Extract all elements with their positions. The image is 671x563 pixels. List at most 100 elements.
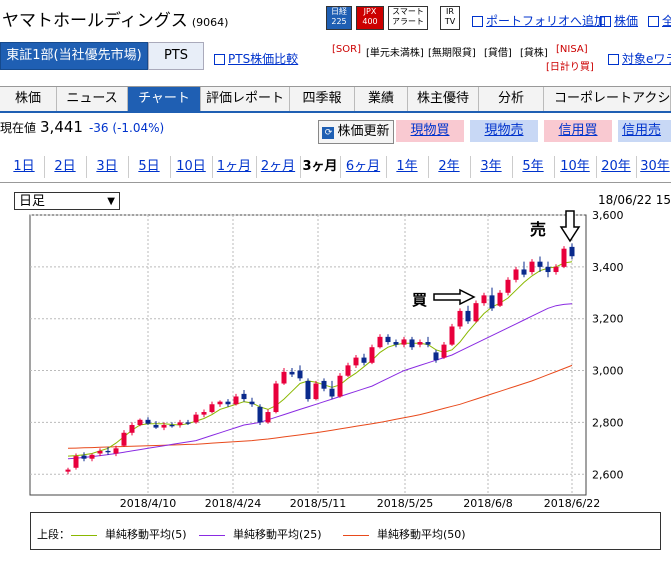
- tab-chart[interactable]: チャート: [128, 87, 201, 111]
- price-link[interactable]: 株価: [600, 12, 638, 29]
- interval-select[interactable]: 日足 ▼: [14, 192, 120, 210]
- period-tab-10[interactable]: 2年: [428, 156, 471, 178]
- candle-body: [265, 412, 271, 423]
- warrant-icon: [608, 54, 619, 65]
- period-tab-0[interactable]: 1日: [4, 156, 45, 178]
- candle-body: [233, 396, 239, 405]
- period-tab-4[interactable]: 10日: [170, 156, 213, 178]
- candle-body: [201, 412, 207, 415]
- x-tick-label: 2018/4/10: [120, 497, 176, 510]
- period-tab-15[interactable]: 30年: [636, 156, 671, 178]
- candle-body: [289, 371, 295, 375]
- ir-tv-badge[interactable]: IR TV: [440, 6, 460, 30]
- candle-body: [521, 269, 527, 275]
- chevron-down-icon: ▼: [107, 196, 115, 207]
- tag-nisa: [NISA]: [556, 44, 588, 55]
- y-tick-label: 3,600: [592, 209, 624, 222]
- candle-body: [89, 454, 95, 459]
- x-tick-label: 2018/5/11: [290, 497, 346, 510]
- add-portfolio-link[interactable]: ポートフォリオへ追加: [472, 12, 606, 29]
- candle-body: [225, 401, 231, 405]
- period-tab-11[interactable]: 3年: [470, 156, 513, 178]
- company-name: ヤマトホールディングス: [2, 11, 188, 31]
- period-tab-13[interactable]: 10年: [554, 156, 597, 178]
- candle-body: [353, 357, 359, 366]
- period-tab-2[interactable]: 3日: [86, 156, 129, 178]
- candle-body: [217, 401, 223, 405]
- candle-body: [281, 371, 287, 384]
- jpx400-badge[interactable]: JPX 400: [356, 6, 384, 30]
- nikkei225-badge[interactable]: 日経 225: [326, 6, 352, 30]
- tab-shareholder-benefits[interactable]: 株主優待: [408, 87, 479, 111]
- candle-body: [321, 380, 327, 389]
- all-link[interactable]: 全: [648, 12, 671, 29]
- pts-compare-link[interactable]: PTS株価比較: [214, 50, 298, 67]
- period-tab-7[interactable]: 3ヶ月: [300, 156, 341, 178]
- price-chart: 3,600 3,400 3,200 3,000 2,800 2,600 2018/4/10 2…: [29, 209, 624, 510]
- cash-buy-button[interactable]: 現物買: [396, 120, 464, 142]
- candle-body: [193, 414, 199, 423]
- legend-prefix: 上段：: [37, 528, 70, 541]
- compare-icon: [214, 54, 225, 65]
- candle-body: [553, 266, 559, 273]
- legend-ma25: 単純移動平均(25): [199, 526, 322, 542]
- candle-body: [417, 342, 423, 345]
- candle-body: [537, 261, 543, 267]
- candle-body: [73, 456, 79, 468]
- candle-body: [113, 448, 119, 454]
- tab-analysis[interactable]: 分析: [479, 87, 544, 111]
- candle-body: [481, 295, 487, 304]
- candle-body: [489, 295, 495, 309]
- candle-body: [305, 380, 311, 400]
- tab-news[interactable]: ニュース: [57, 87, 128, 111]
- candle-body: [241, 393, 247, 400]
- candle-body: [369, 347, 375, 363]
- candle-body: [65, 469, 71, 472]
- period-tab-8[interactable]: 6ヶ月: [340, 156, 387, 178]
- smart-alert-badge[interactable]: スマート アラート: [388, 6, 428, 30]
- candle-body: [505, 279, 511, 293]
- market-select-button[interactable]: 東証1部(当社優先市場): [0, 42, 148, 70]
- period-tab-5[interactable]: 1ヶ月: [212, 156, 257, 178]
- candle-body: [409, 339, 415, 348]
- target-warrant-link[interactable]: 対象eワラ: [608, 50, 671, 67]
- tab-rating-report[interactable]: 評価レポート: [201, 87, 290, 111]
- tab-corporate-action[interactable]: コーポレートアクション: [544, 87, 671, 111]
- period-tab-14[interactable]: 20年: [596, 156, 637, 178]
- refresh-price-button[interactable]: ⟳ 株価更新: [318, 120, 394, 144]
- tab-price[interactable]: 株価: [0, 87, 57, 111]
- candle-body: [465, 310, 471, 322]
- cash-sell-button[interactable]: 現物売: [470, 120, 538, 142]
- candle-body: [337, 375, 343, 397]
- tab-earnings[interactable]: 業績: [355, 87, 408, 111]
- candle-body: [377, 336, 383, 348]
- margin-buy-button[interactable]: 信用買: [544, 120, 612, 142]
- sell-arrow-icon: [559, 210, 581, 243]
- ma50-line: [67, 364, 573, 449]
- period-tab-1[interactable]: 2日: [44, 156, 87, 178]
- candle-body: [161, 425, 167, 428]
- period-tab-12[interactable]: 5年: [512, 156, 555, 178]
- pts-button[interactable]: PTS: [148, 42, 204, 70]
- candle-body: [513, 269, 519, 280]
- candle-body: [81, 455, 87, 459]
- tab-shikiho[interactable]: 四季報: [290, 87, 355, 111]
- stock-code: (9064): [191, 16, 229, 29]
- period-tab-6[interactable]: 2ヶ月: [256, 156, 301, 178]
- candle-body: [209, 404, 215, 413]
- candle-body: [361, 357, 367, 363]
- margin-sell-button[interactable]: 信用売: [618, 120, 671, 142]
- candle-body: [153, 425, 159, 428]
- candle-body: [449, 326, 455, 345]
- candle-body: [121, 432, 127, 446]
- x-tick-label: 2018/6/8: [463, 497, 512, 510]
- candle-body: [425, 342, 431, 345]
- ma25-line: [67, 303, 573, 460]
- all-icon: [648, 16, 659, 27]
- tag-stock-lending: [貸株]: [520, 48, 548, 59]
- candle-body: [169, 425, 175, 427]
- main-tabs: 株価 ニュース チャート 評価レポート 四季報 業績 株主優待 分析 コーポレー…: [0, 86, 671, 113]
- period-tab-9[interactable]: 1年: [386, 156, 429, 178]
- tag-unlimited: [無期限貸]: [428, 48, 476, 59]
- period-tab-3[interactable]: 5日: [128, 156, 171, 178]
